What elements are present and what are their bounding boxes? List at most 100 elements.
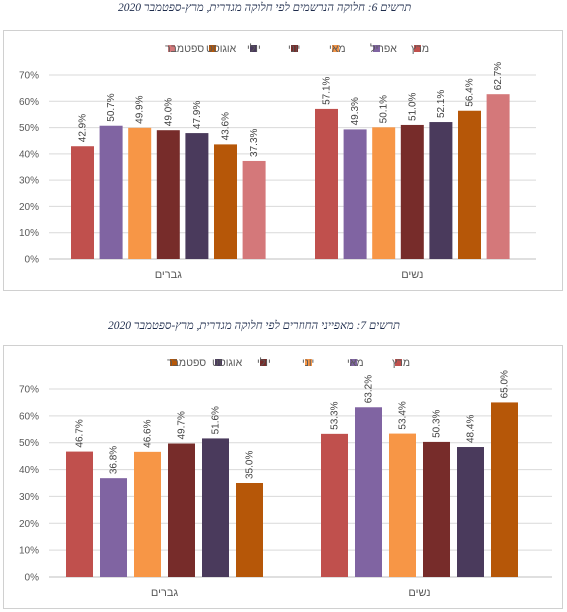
bar xyxy=(99,125,123,259)
data-label: 47.9% xyxy=(192,101,203,129)
y-tick-label: 50% xyxy=(19,438,39,449)
legend-label: אוגוסט xyxy=(212,357,243,369)
legend-swatch xyxy=(373,45,380,52)
y-tick-label: 60% xyxy=(19,411,39,422)
data-label: 50.3% xyxy=(432,409,443,437)
legend-swatch xyxy=(291,45,298,52)
bar xyxy=(429,122,453,260)
bar xyxy=(134,451,161,577)
legend-swatch xyxy=(250,45,257,52)
data-label: 48.4% xyxy=(466,415,477,443)
bar xyxy=(202,438,229,577)
legend-label: יולי xyxy=(247,43,261,55)
data-label: 49.0% xyxy=(163,98,174,126)
data-label: 49.7% xyxy=(177,411,188,439)
bar xyxy=(156,130,180,259)
y-tick-label: 10% xyxy=(19,546,39,557)
data-label: 53.3% xyxy=(330,401,341,429)
legend-swatch xyxy=(260,359,267,366)
legend-swatch xyxy=(215,359,222,366)
legend-label: ספטמבר xyxy=(167,357,206,369)
chart-7-frame: 0% 10% 20% 30% 40% 50% 60% 70% 53.3% 63.2% 53.4% 50… xyxy=(3,345,563,609)
bar xyxy=(315,108,338,259)
data-label: 50.7% xyxy=(106,93,117,121)
y-tick-label: 70% xyxy=(19,385,39,396)
bar xyxy=(242,160,266,259)
bar xyxy=(458,110,481,260)
category-label: נשים xyxy=(401,269,423,281)
data-label: 43.6% xyxy=(221,112,232,140)
bar xyxy=(185,133,209,259)
chart-6-svg: 0% 10% 20% 30% 40% 50% 60% 70% 57.1% 49.3% 50.1% 51… xyxy=(19,43,536,281)
y-tick-label: 0% xyxy=(25,255,40,266)
y-tick-label: 60% xyxy=(19,97,39,108)
legend-swatch xyxy=(209,45,216,52)
y-tick-label: 50% xyxy=(19,123,39,134)
legend-swatch xyxy=(332,45,339,52)
bar xyxy=(100,478,127,577)
bar xyxy=(423,441,450,577)
legend-label: מרץ xyxy=(392,357,410,369)
y-tick-label: 20% xyxy=(19,202,39,213)
data-label: 46.6% xyxy=(143,419,154,447)
data-label: 36.8% xyxy=(109,446,120,474)
data-label: 46.7% xyxy=(75,419,86,447)
bar xyxy=(389,433,416,577)
bar xyxy=(343,129,367,259)
legend-swatch xyxy=(414,45,421,52)
bar xyxy=(457,447,484,577)
y-tick-label: 10% xyxy=(19,228,39,239)
bar xyxy=(400,124,424,259)
legend-swatch xyxy=(168,45,175,52)
legend-label: יוני xyxy=(288,43,300,55)
bar xyxy=(71,146,94,259)
data-label: 65.0% xyxy=(500,370,511,398)
legend-label: מאי xyxy=(347,357,364,369)
bar xyxy=(321,433,348,577)
legend-swatch xyxy=(350,359,357,366)
bar xyxy=(491,402,518,577)
data-label: 62.7% xyxy=(493,62,504,90)
legend-label: יוני xyxy=(302,357,314,369)
category-label: גברים xyxy=(151,587,179,599)
y-tick-label: 30% xyxy=(19,176,39,187)
data-label: 63.2% xyxy=(364,375,375,403)
y-tick-label: 0% xyxy=(25,573,40,584)
bar xyxy=(372,127,396,260)
bar xyxy=(168,443,195,577)
data-label: 56.4% xyxy=(465,78,476,106)
data-label: 57.1% xyxy=(322,76,333,104)
legend-label: יולי xyxy=(257,357,271,369)
bar xyxy=(66,451,93,577)
data-label: 42.9% xyxy=(78,114,89,142)
legend-label: אפריל xyxy=(370,43,397,55)
data-label: 50.1% xyxy=(379,95,390,123)
data-label: 37.3% xyxy=(249,128,260,156)
chart-6-frame: 0% 10% 20% 30% 40% 50% 60% 70% 57.1% 49.3% 50.1% 51… xyxy=(3,30,563,291)
data-label: 51.0% xyxy=(407,92,418,120)
legend-label: מרץ xyxy=(411,43,429,55)
bar xyxy=(128,127,152,259)
chart-6-title: תרשים 6: חלוקה הנרשמים לפי חלוקה מגדרית,… xyxy=(118,2,412,14)
chart-7-svg: 0% 10% 20% 30% 40% 50% 60% 70% 53.3% 63.2% 53.4% 50… xyxy=(19,357,552,599)
legend-swatch xyxy=(305,359,312,366)
data-label: 53.4% xyxy=(398,401,409,429)
legend-label: מאי xyxy=(329,43,346,55)
category-label: גברים xyxy=(155,269,183,281)
y-tick-label: 20% xyxy=(19,519,39,530)
legend-swatch xyxy=(170,359,177,366)
category-label: נשים xyxy=(408,587,430,599)
bar xyxy=(355,407,382,577)
y-tick-label: 40% xyxy=(19,149,39,160)
data-label: 51.6% xyxy=(211,406,222,434)
y-tick-label: 40% xyxy=(19,465,39,476)
data-label: 35.0% xyxy=(245,451,256,479)
bar xyxy=(486,94,510,259)
bar xyxy=(236,483,263,577)
legend-label: אוגוסט xyxy=(206,43,237,55)
legend-swatch xyxy=(395,359,402,366)
data-label: 49.9% xyxy=(135,95,146,123)
chart-7-title: תרשים 7: מאפייני החוזרים לפי חלוקה מגדרי… xyxy=(108,320,400,332)
y-tick-label: 70% xyxy=(19,71,39,82)
y-tick-label: 30% xyxy=(19,492,39,503)
